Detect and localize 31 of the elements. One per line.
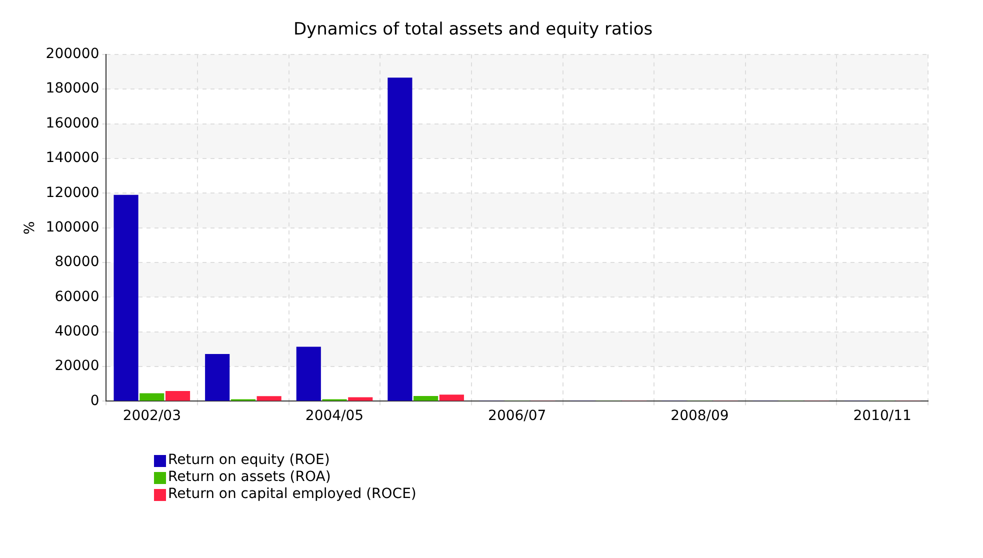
x-tick-label: 2010/11 [853,408,912,424]
bar [414,396,438,401]
legend-label: Return on assets (ROA) [168,469,331,486]
y-tick-label: 80000 [54,254,100,270]
x-tick-label: 2002/03 [122,408,181,424]
bar [165,390,190,401]
legend-label: Return on capital employed (ROCE) [168,486,416,503]
y-tick-label: 180000 [46,80,100,97]
x-tick-label: 2006/07 [488,408,546,424]
x-tick-label: 2008/09 [670,408,729,424]
chart-title: Dynamics of total assets and equity ratios [293,20,653,40]
bar [348,397,373,401]
bar [296,346,321,401]
y-tick-label: 40000 [54,323,100,340]
bar [205,354,230,401]
y-tick-label: 0 [90,392,100,409]
y-tick-label: 120000 [46,184,100,201]
bar [439,394,464,401]
bar [114,194,138,401]
y-tick-label: 60000 [54,288,100,305]
y-axis-title: % [22,221,38,234]
y-tick-label: 160000 [46,115,100,132]
x-tick-label: 2004/05 [305,408,364,424]
legend-label: Return on equity (ROE) [168,452,330,469]
y-tick-label: 20000 [54,358,100,374]
y-tick-label: 200000 [46,46,100,62]
bar [256,396,282,401]
y-tick-label: 100000 [46,219,100,236]
y-tick-label: 140000 [46,150,100,166]
bar [140,393,164,401]
bar [388,78,412,401]
